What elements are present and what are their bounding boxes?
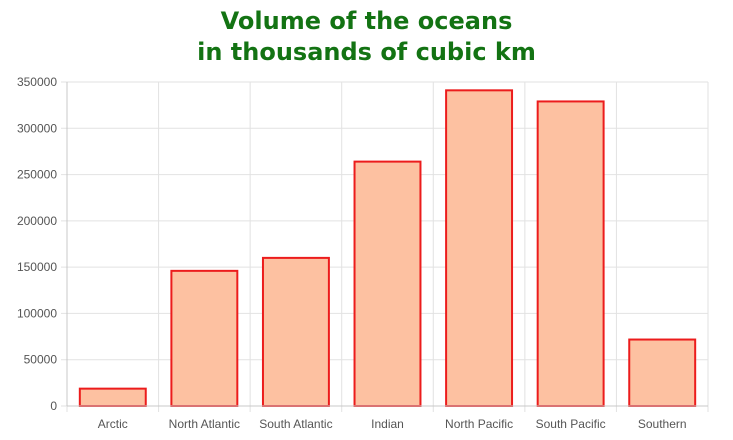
x-tick-label: Indian [371, 417, 404, 431]
x-tick-label: Southern [638, 417, 687, 431]
y-axis-ticks: 0 50000 100000 150000 200000 250000 300000 3500… [17, 75, 57, 413]
bar-southern [628, 338, 697, 408]
bar-north-atlantic [170, 269, 239, 407]
y-tick-label: 250000 [17, 168, 57, 182]
y-tick-label: 0 [50, 399, 57, 413]
x-tick-label: North Pacific [445, 417, 513, 431]
bar-south-atlantic [261, 256, 330, 407]
y-tick-label: 50000 [24, 353, 58, 367]
y-tick-label: 150000 [17, 260, 57, 274]
bar-arctic [78, 387, 147, 407]
y-tick-label: 100000 [17, 306, 57, 320]
x-tick-label: North Atlantic [169, 417, 240, 431]
bar-south-pacific [536, 100, 605, 407]
y-tick-label: 300000 [17, 121, 57, 135]
x-tick-label: South Pacific [536, 417, 606, 431]
chart-title-line-2: in thousands of cubic km [197, 38, 536, 66]
bar-north-pacific [445, 89, 514, 408]
y-tick-label: 350000 [17, 75, 57, 89]
x-axis-ticks: Arctic North Atlantic South Atlantic Indian… [98, 417, 687, 431]
y-tick-label: 200000 [17, 214, 57, 228]
chart-title-line-1: Volume of the oceans [220, 7, 513, 35]
x-tick-label: South Atlantic [259, 417, 332, 431]
axes [66, 82, 708, 407]
bar-indian [353, 160, 422, 407]
x-tick-label: Arctic [98, 417, 128, 431]
bars [78, 89, 697, 408]
chart-title: Volume of the oceans in thousands of cub… [0, 6, 733, 68]
